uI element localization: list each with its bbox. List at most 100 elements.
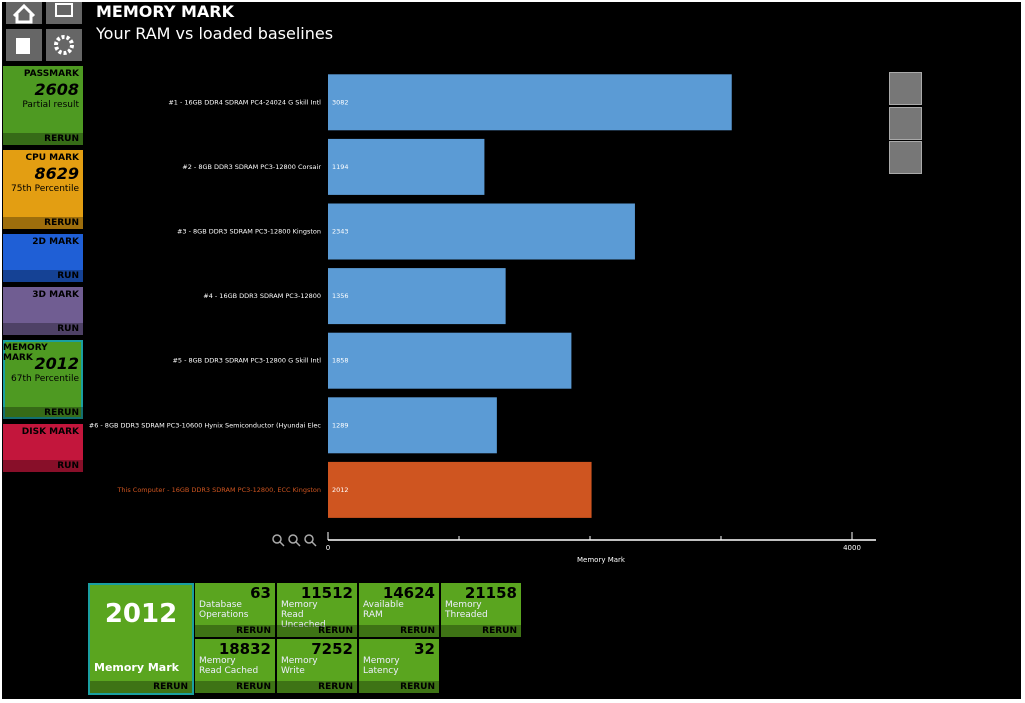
tile-label: PASSMARK [23,69,79,79]
x-axis-label: Memory Mark [577,556,626,564]
category-label: #6 - 8GB DDR3 SDRAM PC3-10600 Hynix Semi… [89,421,322,429]
result-value: 32 [414,640,435,658]
category-label: #1 - 16GB DDR4 SDRAM PC4-24024 G Skill I… [168,98,321,106]
result-action[interactable]: RERUN [482,626,517,636]
nav-icons[interactable] [2,2,86,64]
tile-action[interactable]: RERUN [44,134,79,144]
web-button[interactable] [889,107,922,140]
tile-action[interactable]: RERUN [44,408,79,418]
tile-note: Partial result [22,100,79,110]
home-icon[interactable] [6,2,42,24]
tile-strip: RERUN [277,681,357,693]
tile-note: 67th Percentile [11,374,79,384]
result-action[interactable]: RERUN [400,626,435,636]
tile-score: 2012 [34,354,79,373]
bar-value-label: 1356 [332,292,349,300]
memory-mark-main[interactable]: 2012 Memory Mark RERUN [88,583,194,695]
result-tile[interactable]: 21158 Memory Threaded RERUN [441,583,521,637]
tile-strip: RERUN [3,217,83,229]
subtitle: Your RAM vs loaded baselines [96,24,334,43]
result-value: 63 [250,584,271,602]
sidebar-tile[interactable]: DISK MARK RUN [3,424,83,472]
tile-strip: RERUN [3,407,83,419]
bar [328,268,506,325]
tile-strip: RERUN [195,681,275,693]
sidebar-tile[interactable]: 2D MARK RUN [3,234,83,282]
category-label: #3 - 8GB DDR3 SDRAM PC3-12800 Kingston [177,228,321,236]
main-label: Memory Mark [94,661,179,674]
result-tile[interactable]: 18832 Memory Read Cached RERUN [195,639,275,693]
tile-strip: RUN [3,323,83,335]
result-tile[interactable]: 32 Memory Latency RERUN [359,639,439,693]
sidebar-tile[interactable]: 3D MARK RUN [3,287,83,335]
main-score: 2012 [104,599,178,629]
tile-label: 2D MARK [32,237,79,247]
zoom-controls[interactable] [272,534,317,547]
hardware-button[interactable] [889,141,922,174]
bar [328,332,572,389]
tile-strip: RERUN [277,625,357,637]
bar [328,74,732,131]
tile-strip: RERUN [359,625,439,637]
sidebar-tile[interactable]: MEMORY MARK 2012 67th Percentile RERUN [3,340,83,419]
result-action[interactable]: RERUN [236,626,271,636]
category-label: #5 - 8GB DDR3 SDRAM PC3-12800 G Skill In… [172,357,321,365]
bar [328,461,592,518]
result-action[interactable]: RERUN [318,682,353,692]
tile-label: MEMORY MARK [3,343,48,363]
result-tile[interactable]: 63 Database Operations RERUN [195,583,275,637]
result-value: 14624 [382,584,435,602]
tile-strip: RUN [3,460,83,472]
category-label: #4 - 16GB DDR3 SDRAM PC3-12800 [203,292,321,300]
result-tile[interactable]: 11512 Memory Read Uncached RERUN [277,583,357,637]
tile-strip: RERUN [441,625,521,637]
tile-action[interactable]: RUN [57,461,79,471]
tile-label: DISK MARK [21,427,79,437]
tile-score: 8629 [34,164,79,183]
sidebar-tile[interactable]: CPU MARK 8629 75th Percentile RERUN [3,150,83,229]
tile-action[interactable]: RUN [57,324,79,334]
tile-action[interactable]: RERUN [44,218,79,228]
result-tile[interactable]: 7252 Memory Write RERUN [277,639,357,693]
result-label: Memory Write [281,656,318,676]
tile-strip: RERUN [359,681,439,693]
result-label: Memory Read Uncached [281,600,326,630]
tile-note: 75th Percentile [11,184,79,194]
bar-value-label: 2343 [332,228,349,236]
x-tick-label: 4000 [843,544,861,552]
category-label: This Computer - 16GB DDR3 SDRAM PC3-1280… [116,486,321,494]
result-value: 7252 [311,640,353,658]
bar-value-label: 1289 [332,421,349,429]
title: MEMORY MARK [96,2,234,21]
result-action[interactable]: RERUN [400,682,435,692]
result-value: 18832 [218,640,271,658]
sidebar-tile[interactable]: PASSMARK 2608 Partial result RERUN [3,66,83,145]
result-label: Available RAM [363,600,404,620]
bar [328,397,497,454]
chart: Memory Mark 3082 #1 - 16GB DDR4 SDRAM PC4… [89,74,876,564]
result-value: 11512 [300,584,353,602]
main-action[interactable]: RERUN [153,682,188,692]
result-label: Memory Threaded [445,600,488,620]
tile-action[interactable]: RUN [57,271,79,281]
tile-score: 2608 [34,80,79,99]
bar-value-label: 3082 [332,98,349,106]
tile-strip: RERUN [3,133,83,145]
result-tile[interactable]: 14624 Available RAM RERUN [359,583,439,637]
bar-value-label: 1194 [332,163,349,171]
tile-strip: RUN [3,270,83,282]
bar-value-label: 2012 [332,486,349,494]
tile-label: 3D MARK [32,290,79,300]
result-action[interactable]: RERUN [318,626,353,636]
bar [328,203,635,260]
settings-icon[interactable] [46,29,82,61]
tile-label: CPU MARK [25,153,79,163]
category-label: #2 - 8GB DDR3 SDRAM PC3-12800 Corsair [182,163,321,171]
x-tick-label: 0 [326,544,330,552]
result-action[interactable]: RERUN [236,682,271,692]
bar-value-label: 1858 [332,357,349,365]
export-button[interactable] [889,72,922,105]
bar [328,138,485,195]
